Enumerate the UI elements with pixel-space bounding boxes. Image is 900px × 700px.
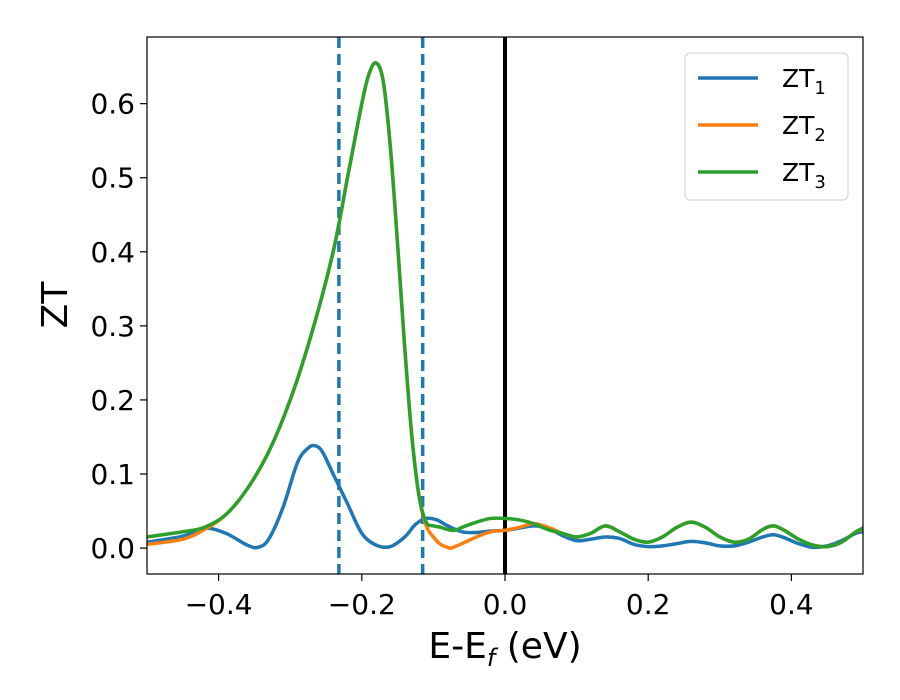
series-line-zt3 (147, 61, 863, 549)
y-tick-label: 0.0 (90, 532, 135, 565)
series-lines (147, 61, 863, 551)
x-tick-label: 0.4 (769, 588, 814, 621)
y-tick-label: 0.2 (90, 384, 135, 417)
legend-box (684, 52, 849, 201)
x-tick-label: 0.0 (483, 588, 528, 621)
legend-label-zt3: ZT3 (782, 158, 826, 193)
y-axis: 0.0 0.1 0.2 0.3 0.4 0.5 0.6 (90, 88, 147, 565)
y-axis-title: ZT (35, 281, 76, 329)
x-tick-label: −0.2 (328, 588, 396, 621)
y-tick-label: 0.3 (90, 310, 135, 343)
y-tick-label: 0.5 (90, 162, 135, 195)
x-tick-label: −0.4 (185, 588, 253, 621)
y-tick-label: 0.4 (90, 236, 135, 269)
legend: ZT1 ZT2 ZT3 (684, 52, 849, 201)
y-tick-label: 0.1 (90, 458, 135, 491)
legend-label-zt2: ZT2 (782, 111, 826, 146)
x-axis-title: E-Ef (eV) (428, 626, 581, 672)
y-tick-label: 0.6 (90, 88, 135, 121)
x-tick-label: 0.2 (626, 588, 671, 621)
x-axis: −0.4 −0.2 0.0 0.2 0.4 (185, 574, 814, 621)
legend-label-zt1: ZT1 (782, 64, 826, 99)
